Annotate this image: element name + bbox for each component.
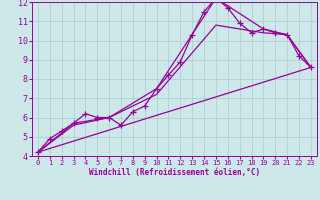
X-axis label: Windchill (Refroidissement éolien,°C): Windchill (Refroidissement éolien,°C) bbox=[89, 168, 260, 177]
